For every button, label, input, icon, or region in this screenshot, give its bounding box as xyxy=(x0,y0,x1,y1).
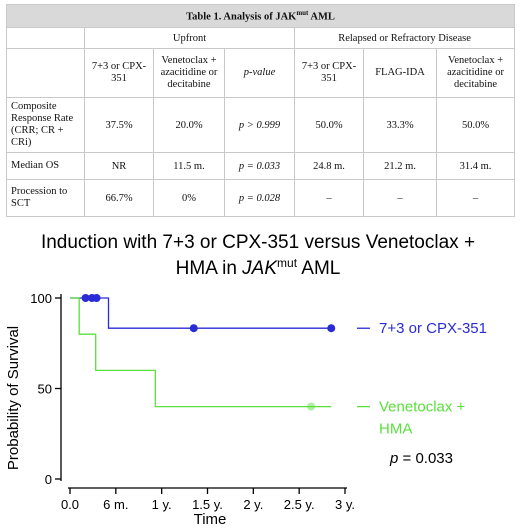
x-tick-label: 1 y. xyxy=(152,497,172,512)
col-header: Venetoclax + azacitidine or decitabine xyxy=(153,48,225,98)
x-tick-label: 3 y. xyxy=(335,497,355,512)
table-row: Composite Response Rate (CRR; CR + CRi) … xyxy=(6,97,516,153)
survival-chart-svg: Induction with 7+3 or CPX-351 versus Ven… xyxy=(5,232,487,528)
table-cell: 50.0% xyxy=(294,97,364,153)
x-tick-label: 2 y. xyxy=(243,497,263,512)
y-tick-label: 0 xyxy=(45,472,52,487)
x-tick-label: 1.5 y. xyxy=(192,497,223,512)
censor-mark xyxy=(189,324,198,333)
col-header: Venetoclax + azacitidine or decitabine xyxy=(435,48,516,98)
legend-label: 7+3 or CPX-351 xyxy=(379,320,487,337)
legend-label: HMA xyxy=(379,421,412,438)
table-cell: 66.7% xyxy=(84,179,154,217)
row-label: Procession to SCT xyxy=(6,179,85,217)
y-tick-label: 100 xyxy=(30,291,52,306)
x-tick-label: 6 m. xyxy=(103,497,128,512)
table-cell: 37.5% xyxy=(84,97,154,153)
table-cell: 21.2 m. xyxy=(363,152,437,180)
censor-mark xyxy=(327,324,336,333)
table-row: Median OS NR 11.5 m. p = 0.033 24.8 m. 2… xyxy=(6,152,516,180)
table-cell: – xyxy=(363,179,437,217)
col-header: 7+3 or CPX-351 xyxy=(84,48,154,98)
table-cell: 0% xyxy=(153,179,225,217)
table-caption: Table 1. Analysis of JAKmut AML xyxy=(5,4,516,28)
series-line xyxy=(70,297,332,408)
row-label: Composite Response Rate (CRR; CR + CRi) xyxy=(6,97,85,153)
empty-header xyxy=(6,48,85,98)
plot-series: 7+3 or CPX-351 Venetoclax + HMA xyxy=(70,294,487,438)
row-label: Median OS xyxy=(6,152,85,180)
series-line xyxy=(70,297,332,329)
chart-title-line1: Induction with 7+3 or CPX-351 versus Ven… xyxy=(41,232,475,253)
table-cell: NR xyxy=(84,152,154,180)
y-tick-label: 50 xyxy=(38,382,52,397)
table-row: Procession to SCT 66.7% 0% p = 0.028 – –… xyxy=(6,179,516,217)
x-tick-label: 0.0 xyxy=(61,497,79,512)
censor-mark xyxy=(81,294,90,302)
empty-corner xyxy=(6,27,85,49)
chart-title-line2: HMA in JAKmut AML xyxy=(176,256,341,279)
col-header: FLAG-IDA xyxy=(363,48,437,98)
table-cell: 24.8 m. xyxy=(294,152,364,180)
survival-chart: Induction with 7+3 or CPX-351 versus Ven… xyxy=(0,226,520,528)
table-cell: p = 0.033 xyxy=(224,152,295,180)
table-cell: – xyxy=(435,179,516,217)
x-tick-label: 2.5 y. xyxy=(284,497,315,512)
axes: 0 50 100 0.0 6 m. 1 y. 1.5 y. 2 y. 2.5 y. 3 y. xyxy=(30,291,355,512)
censor-mark xyxy=(92,294,101,302)
col-header: p-value xyxy=(224,48,295,98)
table-cell: p = 0.028 xyxy=(224,179,295,217)
y-axis-label: Probability of Survival xyxy=(5,326,22,470)
group-relapsed: Relapsed or Refractory Disease xyxy=(293,27,516,49)
legend-label: Venetoclax + xyxy=(379,399,466,416)
table-cell: 11.5 m. xyxy=(153,152,225,180)
table-cell: 31.4 m. xyxy=(435,152,516,180)
p-value-annotation: p = 0.033 xyxy=(389,450,453,467)
table-cell: 50.0% xyxy=(435,97,516,153)
col-header: 7+3 or CPX-351 xyxy=(294,48,364,98)
x-axis-label: Time xyxy=(194,511,227,526)
censor-mark xyxy=(307,402,316,411)
table-cell: p > 0.999 xyxy=(224,97,295,153)
table-cell: 33.3% xyxy=(363,97,437,153)
results-table: Table 1. Analysis of JAKmut AML Upfront … xyxy=(5,4,516,217)
table-cell: – xyxy=(294,179,364,217)
table-cell: 20.0% xyxy=(153,97,225,153)
group-upfront: Upfront xyxy=(84,27,295,49)
